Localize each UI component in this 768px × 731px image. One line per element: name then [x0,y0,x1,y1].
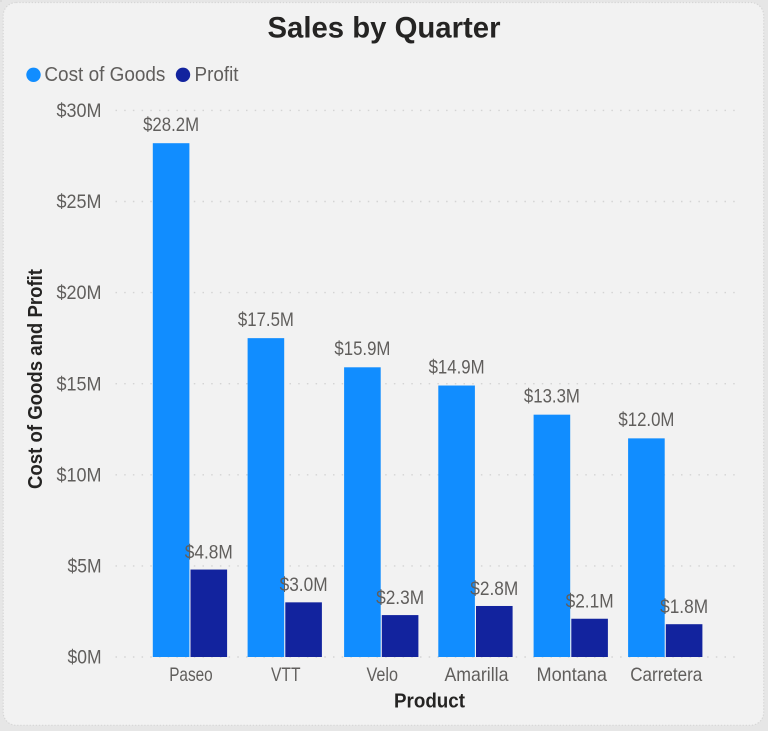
svg-text:VTT: VTT [271,664,301,686]
svg-text:$25M: $25M [57,191,102,213]
svg-text:$5M: $5M [68,556,102,578]
svg-text:$15M: $15M [57,373,102,395]
svg-text:$10M: $10M [57,464,102,486]
svg-text:Profit: Profit [195,64,239,86]
svg-text:Cost of Goods and Profit: Cost of Goods and Profit [25,269,47,489]
svg-text:Sales by Quarter: Sales by Quarter [268,12,501,45]
svg-text:$2.3M: $2.3M [376,587,424,609]
svg-text:Montana: Montana [537,664,608,686]
svg-text:$12.0M: $12.0M [618,409,674,431]
svg-text:Amarilla: Amarilla [444,664,508,686]
svg-text:Paseo: Paseo [169,664,213,686]
svg-text:$2.8M: $2.8M [470,578,518,600]
svg-text:$17.5M: $17.5M [238,309,294,331]
svg-text:Cost of Goods: Cost of Goods [44,64,165,86]
svg-text:Velo: Velo [367,664,399,686]
svg-text:$20M: $20M [57,282,102,304]
svg-text:Product: Product [394,691,465,713]
svg-text:$1.8M: $1.8M [660,596,708,618]
svg-text:$3.0M: $3.0M [280,574,328,596]
svg-text:$30M: $30M [57,100,102,122]
svg-text:$0M: $0M [68,647,102,669]
svg-text:Carretera: Carretera [630,664,702,686]
svg-text:$28.2M: $28.2M [143,114,199,136]
svg-text:$13.3M: $13.3M [524,385,580,407]
svg-text:$15.9M: $15.9M [334,338,390,360]
svg-text:$14.9M: $14.9M [429,356,485,378]
svg-text:$2.1M: $2.1M [566,591,614,613]
svg-text:$4.8M: $4.8M [185,541,233,563]
